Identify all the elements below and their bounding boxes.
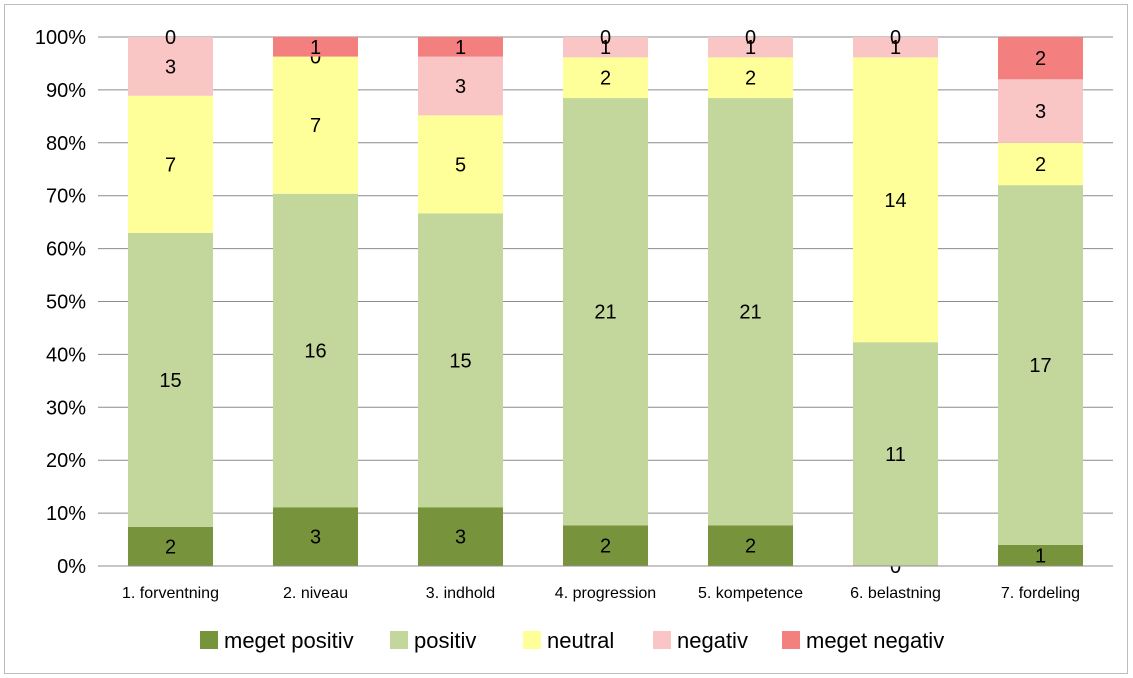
data-label: 1 — [600, 37, 611, 59]
bar-segment — [418, 507, 503, 566]
data-label: 21 — [739, 302, 761, 324]
data-label: 0 — [165, 27, 176, 49]
bar-segment — [418, 56, 503, 116]
bar-segment — [998, 185, 1083, 545]
data-label: 2 — [600, 536, 611, 558]
data-label: 1 — [455, 37, 466, 59]
data-label: 0 — [890, 556, 901, 578]
data-label: 3 — [455, 527, 466, 549]
bar-segment — [998, 37, 1083, 80]
data-label: 0 — [890, 27, 901, 49]
data-label: 1 — [745, 37, 756, 59]
y-tick-label: 50% — [46, 292, 86, 314]
bar-segment — [563, 37, 648, 58]
bar-segment — [853, 57, 938, 343]
data-label: 0 — [600, 27, 611, 49]
bar-segment — [128, 37, 213, 96]
category-label: 7. fordeling — [1001, 585, 1080, 602]
data-label: 1 — [890, 37, 901, 59]
bar-segment — [853, 342, 938, 566]
data-label: 5 — [455, 154, 466, 176]
data-label: 3 — [455, 76, 466, 98]
data-label: 3 — [310, 527, 321, 549]
legend-label: positiv — [414, 628, 476, 653]
category-label: 6. belastning — [850, 585, 941, 602]
bar-segment — [563, 98, 648, 526]
data-label: 17 — [1029, 355, 1051, 377]
category-label: 1. forventning — [122, 585, 219, 602]
bar-segment — [998, 142, 1083, 186]
legend-label: neutral — [547, 628, 614, 653]
data-label: 14 — [884, 190, 906, 212]
bar-segment — [563, 57, 648, 99]
y-tick-label: 10% — [46, 503, 86, 525]
legend-swatch — [653, 631, 671, 649]
data-label: 3 — [1035, 101, 1046, 123]
bar-segment — [128, 95, 213, 233]
category-label: 5. kompetence — [698, 585, 803, 602]
bar-segment — [563, 525, 648, 566]
data-label: 15 — [449, 350, 471, 372]
legend-label: meget negativ — [806, 628, 944, 653]
data-label: 2 — [745, 68, 756, 90]
data-label: 16 — [304, 340, 326, 362]
data-label: 0 — [745, 27, 756, 49]
bar-segment — [998, 544, 1083, 566]
bar-segment — [998, 79, 1083, 143]
y-tick-label: 70% — [46, 186, 86, 208]
y-tick-label: 40% — [46, 344, 86, 366]
data-label: 2 — [1035, 48, 1046, 70]
y-tick-label: 90% — [46, 80, 86, 102]
category-label: 2. niveau — [283, 585, 348, 602]
y-tick-label: 80% — [46, 133, 86, 155]
bar-segment — [273, 193, 358, 508]
data-label: 0 — [310, 47, 321, 69]
data-label: 2 — [1035, 154, 1046, 176]
y-tick-label: 60% — [46, 239, 86, 261]
data-label: 1 — [1035, 545, 1046, 567]
bar-segment — [273, 37, 358, 57]
bar-segment — [273, 56, 358, 194]
y-tick-label: 100% — [35, 27, 86, 49]
legend-swatch — [782, 631, 800, 649]
bar-segment — [128, 526, 213, 566]
data-label: 21 — [594, 302, 616, 324]
data-label: 11 — [885, 444, 906, 466]
bar-segment — [853, 37, 938, 58]
bar-segment — [418, 213, 503, 508]
legend-label: negativ — [677, 628, 748, 653]
legend-swatch — [390, 631, 408, 649]
legend-label: meget positiv — [224, 628, 354, 653]
category-label: 3. indhold — [426, 585, 495, 602]
bar-segment — [273, 507, 358, 566]
data-label: 2 — [165, 536, 176, 558]
y-tick-label: 20% — [46, 450, 86, 472]
data-label: 2 — [745, 536, 756, 558]
bar-segment — [708, 525, 793, 566]
data-label: 7 — [165, 154, 176, 176]
y-tick-label: 30% — [46, 397, 86, 419]
legend-swatch — [200, 631, 218, 649]
category-label: 4. progression — [555, 585, 656, 602]
bar-segment — [708, 37, 793, 58]
data-label: 7 — [310, 115, 321, 137]
data-label: 3 — [165, 56, 176, 78]
bar-segment — [418, 37, 503, 57]
legend-swatch — [523, 631, 541, 649]
data-label: 15 — [159, 370, 181, 392]
y-tick-label: 0% — [57, 556, 86, 578]
bar-segment — [708, 98, 793, 526]
bar-segment — [708, 57, 793, 99]
bar-segment — [418, 115, 503, 214]
bar-segment — [128, 232, 213, 527]
data-label: 1 — [310, 37, 321, 59]
data-label: 2 — [600, 68, 611, 90]
